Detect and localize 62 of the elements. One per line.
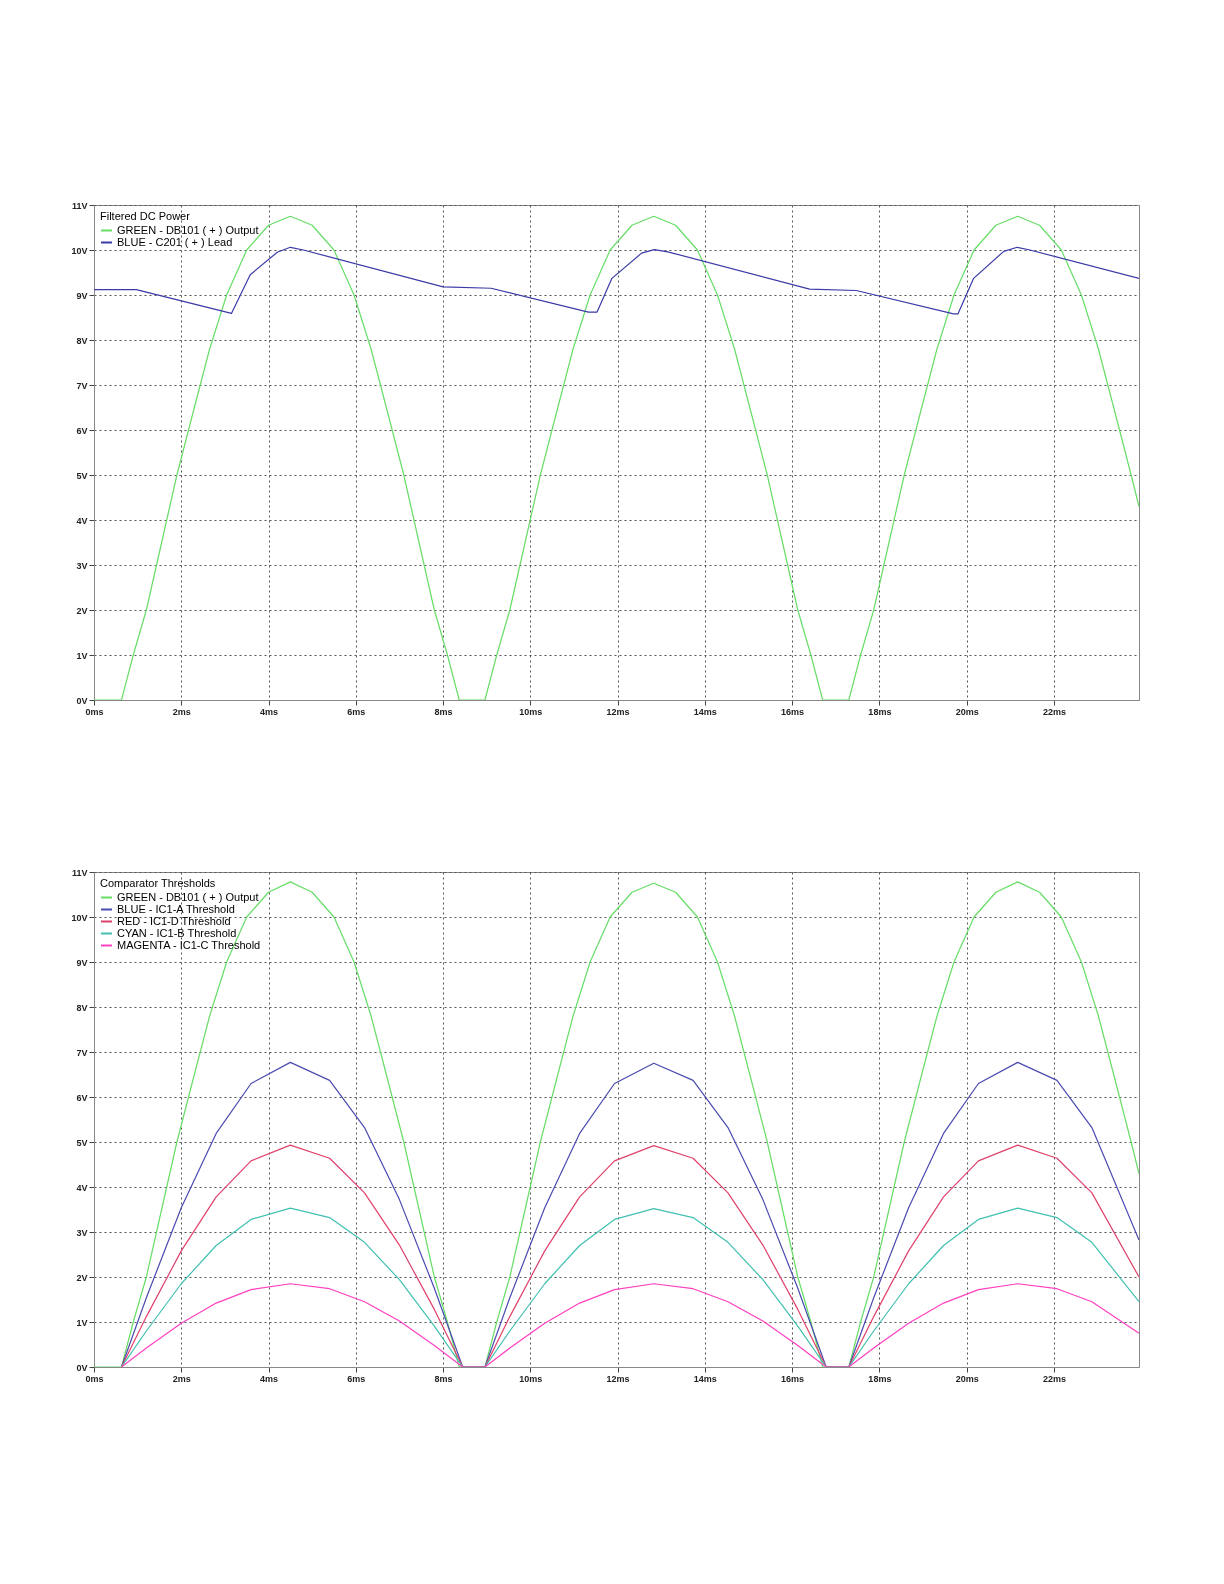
x-tick-label: 0ms (85, 1373, 104, 1384)
x-tick-label: 6ms (347, 1373, 366, 1384)
x-tick-label: 14ms (693, 706, 717, 717)
x-tick-label: 22ms (1042, 706, 1066, 717)
y-tick-label: 2V (76, 605, 88, 616)
y-tick-label: 4V (76, 515, 88, 526)
x-tick-label: 16ms (781, 706, 805, 717)
x-tick-label: 22ms (1042, 1373, 1066, 1384)
legend-label: RED - IC1-D Threshold (117, 914, 231, 927)
y-tick-label: 7V (76, 1047, 88, 1058)
line-series (94, 246, 1139, 315)
x-tick-label: 14ms (693, 1373, 717, 1384)
x-tick-label: 4ms (260, 1373, 279, 1384)
y-tick-label: 6V (76, 425, 88, 436)
y-tick-label: 1V (76, 1317, 88, 1328)
x-tick-label: 16ms (781, 1373, 805, 1384)
y-tick-label: 7V (76, 380, 88, 391)
x-tick-label: 20ms (955, 706, 979, 717)
y-tick-label: 9V (76, 957, 88, 968)
legend-label: GREEN - DB101 ( + ) Output (117, 890, 259, 903)
legend-label: BLUE - IC1-A Threshold (117, 902, 235, 915)
x-tick-label: 8ms (434, 1373, 453, 1384)
legend-label: MAGENTA - IC1-C Threshold (117, 938, 261, 951)
y-tick-label: 10V (71, 245, 88, 256)
y-tick-label: 11V (71, 200, 88, 211)
x-tick-label: 12ms (606, 1373, 630, 1384)
line-series (120, 1144, 1139, 1367)
y-tick-label: 11V (71, 867, 88, 878)
y-tick-label: 3V (76, 1227, 88, 1238)
line-series (120, 1283, 1139, 1367)
y-tick-label: 8V (76, 335, 88, 346)
y-tick-label: 5V (76, 470, 88, 481)
x-tick-label: 18ms (868, 706, 892, 717)
chart-title: Comparator Thresholds (100, 877, 216, 889)
x-tick-label: 4ms (260, 706, 279, 717)
y-tick-label: 0V (76, 695, 88, 706)
y-tick-label: 8V (76, 1002, 88, 1013)
y-tick-label: 1V (76, 650, 88, 661)
x-tick-label: 6ms (347, 706, 366, 717)
x-tick-label: 0ms (85, 706, 104, 717)
chart-title: Filtered DC Power (100, 210, 191, 222)
x-tick-label: 2ms (172, 706, 191, 717)
y-tick-label: 3V (76, 560, 88, 571)
x-tick-label: 12ms (606, 706, 630, 717)
legend-label: GREEN - DB101 ( + ) Output (117, 223, 259, 236)
legend-label: CYAN - IC1-B Threshold (117, 926, 237, 939)
y-tick-label: 6V (76, 1092, 88, 1103)
x-tick-label: 8ms (434, 706, 453, 717)
y-tick-label: 10V (71, 912, 88, 923)
x-tick-label: 10ms (519, 706, 543, 717)
x-tick-label: 18ms (868, 1373, 892, 1384)
legend-label: BLUE - C201 ( + ) Lead (117, 235, 233, 248)
y-tick-label: 2V (76, 1272, 88, 1283)
line-series (120, 1207, 1139, 1367)
y-tick-label: 9V (76, 290, 88, 301)
y-tick-label: 5V (76, 1137, 88, 1148)
x-tick-label: 10ms (519, 1373, 543, 1384)
y-tick-label: 0V (76, 1362, 88, 1373)
y-tick-label: 4V (76, 1182, 88, 1193)
x-tick-label: 2ms (172, 1373, 191, 1384)
x-tick-label: 20ms (955, 1373, 979, 1384)
line-series (120, 1061, 1139, 1367)
